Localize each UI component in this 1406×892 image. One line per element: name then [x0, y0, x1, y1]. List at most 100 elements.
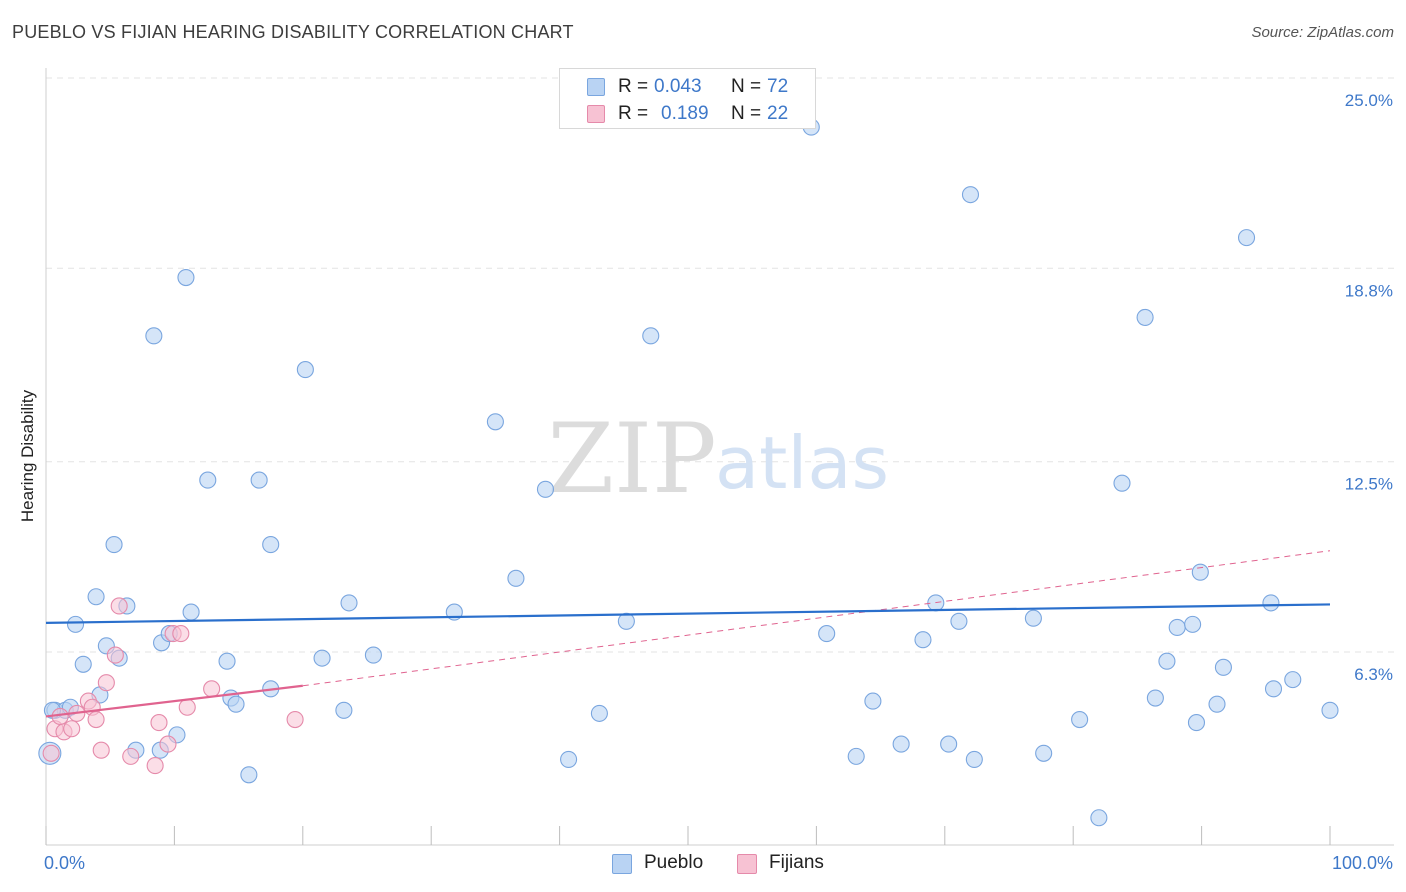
pueblo-point	[87, 588, 105, 606]
legend-row-pueblo: R = 0.043 N = 72	[560, 75, 815, 99]
fijian-point	[172, 625, 190, 643]
y-tick-label: 25.0%	[1345, 91, 1393, 110]
pueblo-swatch	[612, 854, 632, 874]
r-label: R =	[618, 76, 649, 97]
pueblo-point	[1191, 563, 1209, 581]
fijian-point	[106, 646, 124, 664]
pueblo-point	[199, 471, 217, 489]
pueblo-point	[1184, 615, 1202, 633]
y-tick-label: 12.5%	[1345, 475, 1393, 494]
pueblo-point	[560, 750, 578, 768]
legend-label: Fijians	[769, 852, 824, 873]
pueblo-point	[864, 692, 882, 710]
pueblo-point	[74, 655, 92, 673]
n-value: 22	[767, 103, 789, 124]
pueblo-point	[950, 612, 968, 630]
source-label: Source: ZipAtlas.com	[1251, 24, 1394, 41]
pueblo-point	[1284, 671, 1302, 689]
pueblo-point	[240, 766, 258, 784]
r-label: R =	[618, 103, 649, 124]
fijian-trend-dashed	[302, 550, 1331, 687]
pueblo-point	[182, 603, 200, 621]
pueblo-point	[1035, 744, 1053, 762]
pueblo-point	[965, 750, 983, 768]
n-label: N =	[731, 103, 762, 124]
pueblo-point	[1168, 618, 1186, 636]
watermark-atlas: atlas	[715, 421, 889, 505]
legend-label: Pueblo	[644, 852, 704, 873]
x-tick-label: 100.0%	[1332, 853, 1393, 873]
pueblo-point	[507, 569, 525, 587]
r-value: 0.043	[654, 76, 702, 97]
pueblo-point	[66, 615, 85, 633]
pueblo-point	[227, 695, 245, 713]
n-label: N =	[731, 76, 762, 97]
fijian-point	[92, 741, 110, 759]
pueblo-point	[1113, 474, 1131, 492]
fijian-point	[42, 744, 60, 762]
grid-lines	[46, 77, 1394, 653]
pueblo-point	[818, 625, 836, 643]
x-tick-labels: 0.0% 100.0%	[44, 853, 1393, 873]
fijian-point	[146, 757, 164, 775]
pueblo-point	[961, 186, 980, 204]
fijian-point	[286, 710, 304, 729]
pueblo-point	[262, 536, 280, 554]
pueblo-point	[1321, 701, 1339, 719]
pueblo-point	[340, 594, 358, 612]
pueblo-point	[914, 631, 932, 649]
y-tick-label: 18.8%	[1345, 281, 1393, 300]
fijian-swatch	[737, 854, 757, 874]
fijian-point	[63, 720, 81, 738]
y-tick-labels: 6.3% 12.5% 18.8% 25.0%	[1345, 91, 1393, 684]
pueblo-point	[892, 735, 910, 753]
pueblo-point	[250, 471, 268, 489]
pueblo-point	[177, 268, 195, 287]
y-axis-title: Hearing Disability	[18, 389, 37, 522]
pueblo-point	[105, 536, 123, 554]
pueblo-point	[1262, 594, 1280, 612]
pueblo-point	[1071, 710, 1089, 729]
correlation-legend: R = 0.043 N = 72 R = 0.189 N = 22	[559, 68, 816, 129]
pueblo-point	[486, 413, 504, 431]
pueblo-point	[296, 361, 314, 379]
pueblo-point	[1136, 308, 1154, 326]
chart-title: PUEBLO VS FIJIAN HEARING DISABILITY CORR…	[12, 22, 574, 42]
legend-row-fijians: R = 0.189 N = 22	[560, 102, 815, 126]
y-tick-label: 6.3%	[1354, 665, 1393, 684]
n-value: 72	[767, 76, 789, 97]
pueblo-point	[1158, 652, 1176, 670]
watermark-zip: ZIP	[547, 403, 716, 515]
fijian-point	[150, 714, 168, 732]
series-legend: Pueblo Fijians	[0, 851, 1406, 877]
pueblo-point	[590, 704, 608, 722]
fijian-point	[159, 735, 177, 753]
x-tick-label: 0.0%	[44, 853, 85, 873]
fijian-point	[203, 680, 221, 698]
pueblo-point	[847, 747, 865, 765]
pueblo-trend-line	[45, 603, 1331, 624]
pueblo-point	[313, 649, 331, 667]
fijian-point	[122, 747, 140, 765]
pueblo-point	[536, 480, 555, 498]
pueblo-point	[218, 652, 236, 670]
pueblo-point	[940, 735, 958, 753]
fijian-swatch	[587, 105, 605, 123]
fijian-trend-line	[45, 684, 303, 718]
pueblo-point	[335, 701, 353, 719]
pueblo-point	[145, 327, 163, 345]
pueblo-point	[1214, 658, 1232, 676]
pueblo-point	[1187, 714, 1206, 732]
pueblo-point	[1208, 695, 1226, 713]
pueblo-point	[364, 646, 382, 664]
fijian-point	[97, 674, 115, 692]
pueblo-point	[1264, 680, 1283, 698]
pueblo-point	[642, 327, 660, 345]
pueblo-swatch	[587, 78, 605, 96]
pueblo-point	[617, 612, 635, 630]
r-value: 0.189	[661, 103, 709, 124]
fijian-points	[42, 597, 304, 775]
pueblo-point	[1146, 689, 1164, 707]
pueblo-point	[1237, 229, 1256, 247]
